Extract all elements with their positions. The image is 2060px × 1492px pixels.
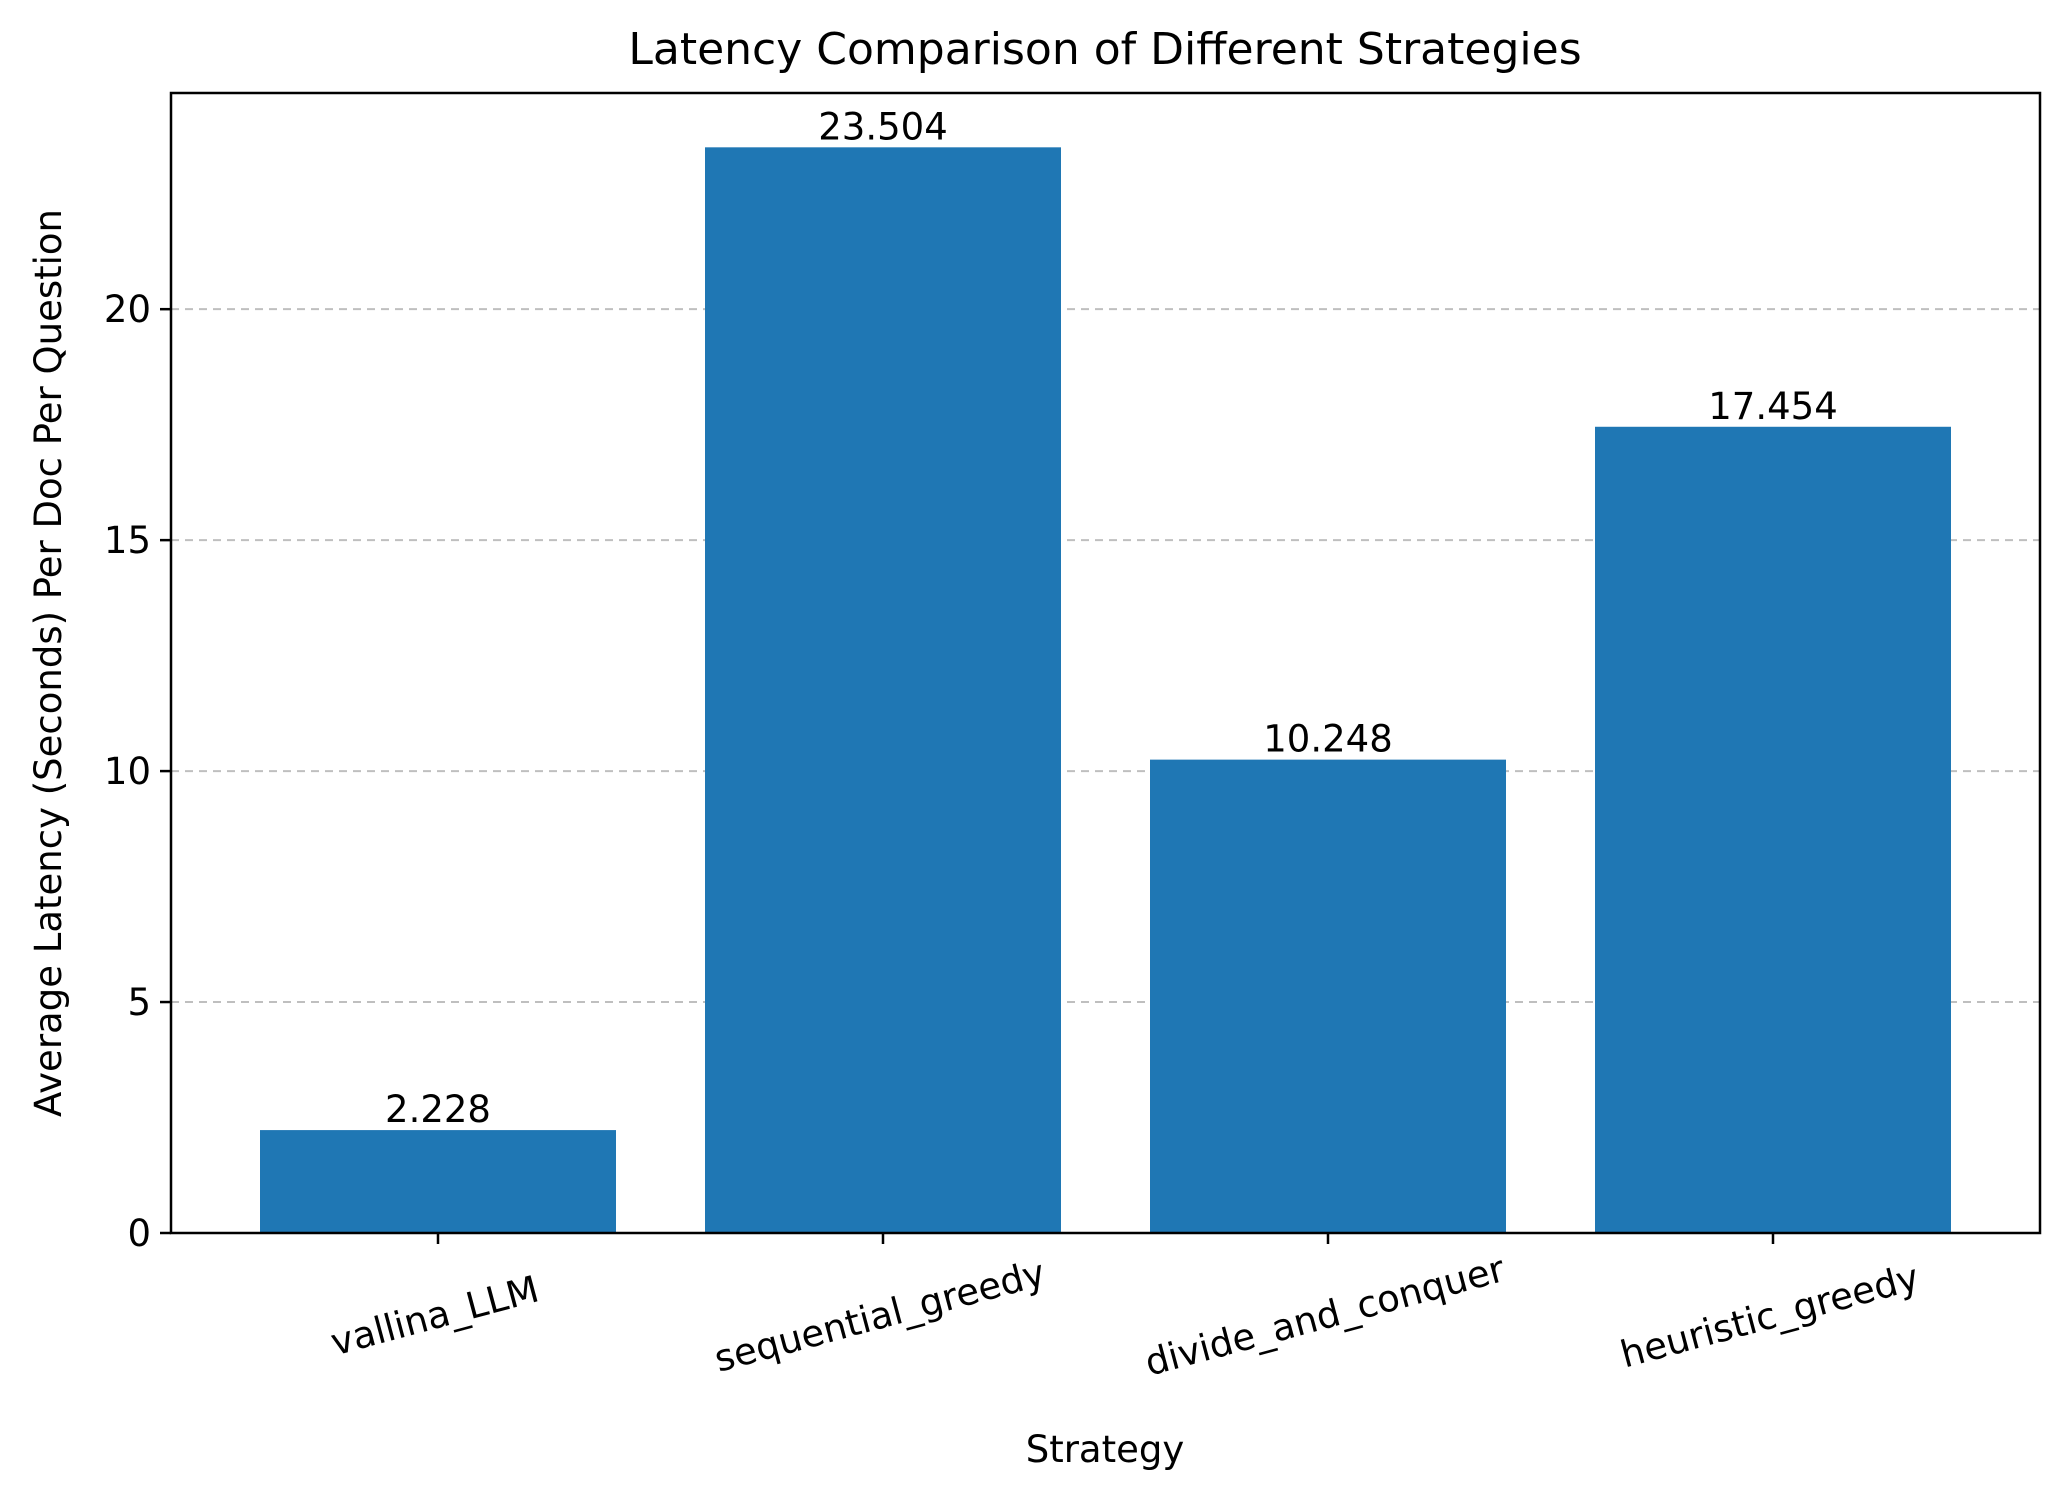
x-axis-ticks: vallina_LLM sequential_greedy divide_and_c…: [326, 1233, 1924, 1385]
x-tick-label-vallina-LLM: vallina_LLM: [326, 1268, 543, 1365]
y-axis-label: Average Latency (Seconds) Per Doc Per Qu…: [27, 209, 70, 1117]
data-label-vallina-LLM: 2.228: [385, 1088, 491, 1131]
bar-vallina-LLM: [260, 1130, 616, 1233]
x-tick-label-heuristic-greedy: heuristic_greedy: [1616, 1255, 1924, 1376]
data-label-sequential-greedy: 23.504: [818, 105, 947, 148]
x-axis-label: Strategy: [1026, 1428, 1185, 1471]
y-tick-label: 15: [104, 519, 151, 562]
data-label-divide-and-conquer: 10.248: [1263, 718, 1392, 761]
x-tick-label-sequential-greedy: sequential_greedy: [710, 1251, 1050, 1381]
data-label-heuristic-greedy: 17.454: [1708, 385, 1837, 428]
bar-sequential-greedy: [705, 147, 1061, 1233]
bars: [260, 147, 1951, 1233]
plot-frame: [169, 91, 2042, 1235]
y-tick-label: 10: [104, 750, 151, 793]
y-tick-label: 0: [127, 1212, 151, 1255]
bar-heuristic-greedy: [1595, 426, 1951, 1233]
y-tick-label: 20: [104, 288, 151, 331]
x-tick-label-divide-and-conquer: divide_and_conquer: [1140, 1247, 1509, 1385]
y-axis-ticks: 0 5 10 15 20: [104, 288, 171, 1255]
chart-title: Latency Comparison of Different Strategi…: [628, 24, 1581, 75]
data-labels: 2.228 23.504 10.248 17.454: [385, 105, 1838, 1131]
bar-divide-and-conquer: [1150, 759, 1506, 1233]
y-tick-label: 5: [127, 981, 151, 1024]
